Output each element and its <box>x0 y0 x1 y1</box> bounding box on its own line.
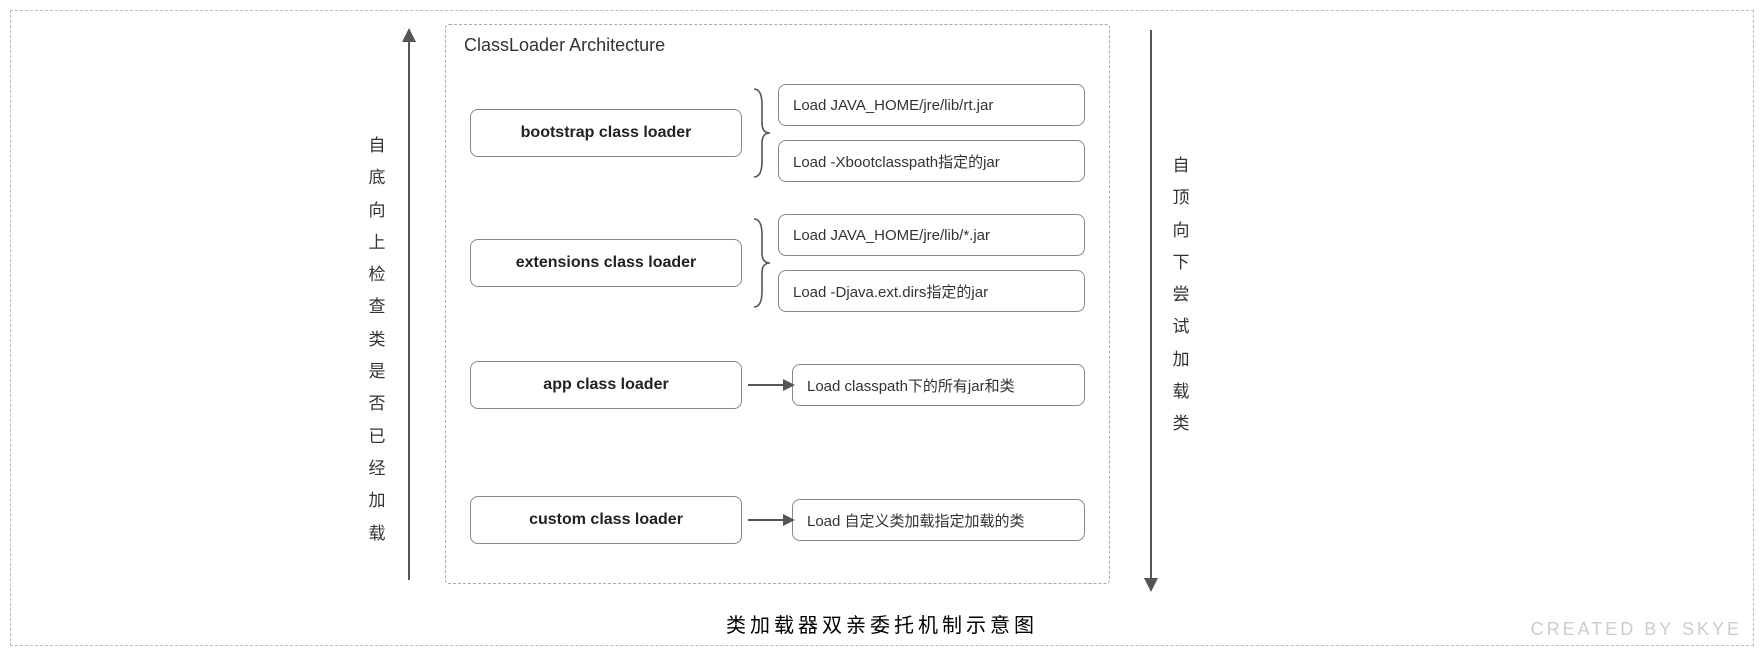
caption: 类加载器双亲委托机制示意图 <box>726 609 1038 638</box>
bootstrap-detail-1: Load JAVA_HOME/jre/lib/rt.jar <box>778 84 1085 126</box>
arrow-right-icon <box>748 384 784 386</box>
bootstrap-loader-box: bootstrap class loader <box>470 109 742 157</box>
left-label: 自底向上检查类是否已经加载 <box>368 130 386 550</box>
brace-icon <box>750 215 768 311</box>
row-extensions: extensions class loader Load JAVA_HOME/j… <box>470 215 1085 311</box>
architecture-title: ClassLoader Architecture <box>464 35 665 56</box>
app-loader-box: app class loader <box>470 361 742 409</box>
brace-icon <box>750 85 768 181</box>
row-custom: custom class loader Load 自定义类加载指定加载的类 <box>470 495 1085 545</box>
arrow-down <box>1150 30 1152 580</box>
row-bootstrap: bootstrap class loader Load JAVA_HOME/jr… <box>470 85 1085 181</box>
extensions-detail-2: Load -Djava.ext.dirs指定的jar <box>778 270 1085 312</box>
arrow-up <box>408 40 410 580</box>
right-label: 自顶向下尝试加载类 <box>1172 150 1190 441</box>
row-app: app class loader Load classpath下的所有jar和类 <box>470 360 1085 410</box>
arrow-right-icon <box>748 519 784 521</box>
custom-detail-1: Load 自定义类加载指定加载的类 <box>792 499 1085 541</box>
bootstrap-detail-2: Load -Xbootclasspath指定的jar <box>778 140 1085 182</box>
custom-loader-box: custom class loader <box>470 496 742 544</box>
extensions-detail-1: Load JAVA_HOME/jre/lib/*.jar <box>778 214 1085 256</box>
credit: CREATED BY SKYE <box>1531 619 1742 640</box>
app-detail-1: Load classpath下的所有jar和类 <box>792 364 1085 406</box>
architecture-container: ClassLoader Architecture bootstrap class… <box>445 24 1110 584</box>
arrowhead-down-icon <box>1144 578 1158 592</box>
extensions-loader-box: extensions class loader <box>470 239 742 287</box>
arrowhead-up-icon <box>402 28 416 42</box>
